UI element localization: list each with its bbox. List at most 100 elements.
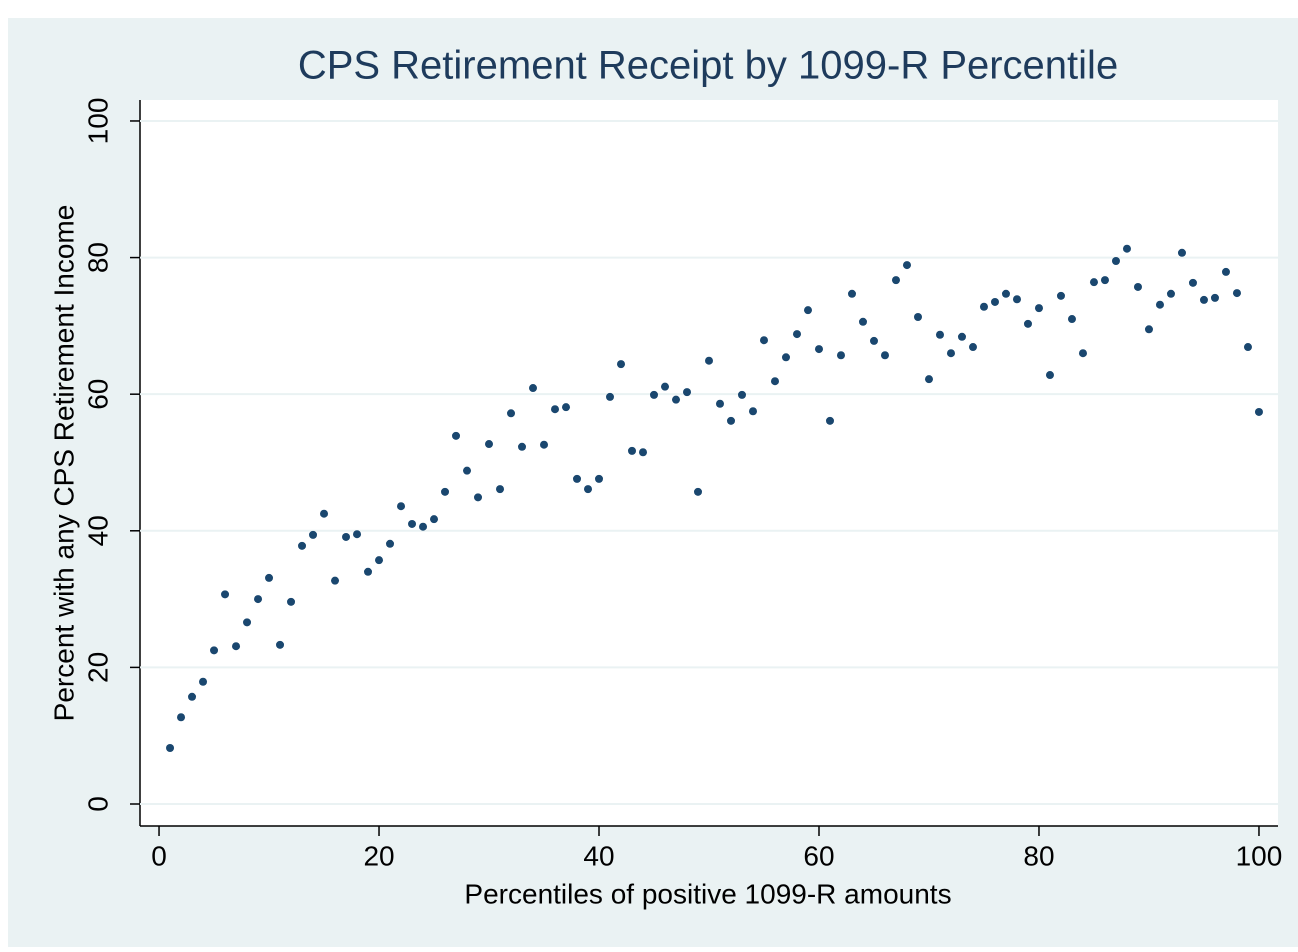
plot-area <box>140 100 1278 826</box>
point <box>1100 276 1109 285</box>
point <box>595 474 604 483</box>
x-tick-label: 80 <box>1023 840 1054 871</box>
y-tick-label: 40 <box>82 515 113 546</box>
point <box>891 276 900 285</box>
point <box>650 390 659 399</box>
x-tick-label: 60 <box>803 840 834 871</box>
point <box>1056 291 1065 300</box>
chart-title: CPS Retirement Receipt by 1099-R Percent… <box>298 44 1118 88</box>
point <box>529 384 538 393</box>
point <box>1210 293 1219 302</box>
point <box>364 567 373 576</box>
point <box>990 297 999 306</box>
point <box>880 351 889 360</box>
x-tick-label: 20 <box>363 840 394 871</box>
point <box>1232 289 1241 298</box>
x-tick-label: 40 <box>583 840 614 871</box>
point <box>935 330 944 339</box>
point <box>232 642 241 651</box>
point <box>188 692 197 701</box>
point <box>320 509 329 518</box>
point <box>836 351 845 360</box>
point <box>353 530 362 539</box>
point <box>1188 278 1197 287</box>
point <box>792 330 801 339</box>
point <box>803 306 812 315</box>
point <box>441 487 450 496</box>
point <box>726 416 735 425</box>
point <box>287 597 296 606</box>
point <box>957 332 966 341</box>
point <box>375 556 384 565</box>
point <box>221 590 230 599</box>
point <box>342 532 351 541</box>
y-tick-label: 80 <box>82 242 113 273</box>
point <box>518 442 527 451</box>
point <box>298 541 307 550</box>
point <box>715 399 724 408</box>
point <box>825 416 834 425</box>
point <box>639 448 648 457</box>
point <box>781 353 790 362</box>
point <box>166 743 175 752</box>
point <box>748 407 757 416</box>
point <box>858 317 867 326</box>
point <box>463 466 472 475</box>
point <box>869 336 878 345</box>
point <box>1012 295 1021 304</box>
point <box>1166 289 1175 298</box>
point <box>814 345 823 354</box>
point <box>672 395 681 404</box>
point <box>485 440 494 449</box>
point <box>276 640 285 649</box>
x-tick-label: 100 <box>1236 840 1283 871</box>
y-tick-label: 20 <box>82 652 113 683</box>
point <box>968 343 977 352</box>
point <box>1023 319 1032 328</box>
point <box>331 576 340 585</box>
point <box>1078 349 1087 358</box>
point <box>1254 407 1263 416</box>
point <box>1045 371 1054 380</box>
point <box>1001 289 1010 298</box>
point <box>551 405 560 414</box>
point <box>737 390 746 399</box>
point <box>606 392 615 401</box>
point <box>430 515 439 524</box>
point <box>408 519 417 528</box>
point <box>210 646 219 655</box>
point <box>199 677 208 686</box>
point <box>562 403 571 412</box>
x-axis-label: Percentiles of positive 1099-R amounts <box>464 878 951 909</box>
point <box>265 573 274 582</box>
point <box>1177 248 1186 257</box>
point <box>628 446 637 455</box>
x-tick-label: 0 <box>151 840 167 871</box>
point <box>573 474 582 483</box>
y-tick-label: 0 <box>82 796 113 812</box>
y-axis-label: Percent with any CPS Retirement Income <box>48 205 79 722</box>
point <box>474 493 483 502</box>
point <box>902 261 911 270</box>
point <box>847 289 856 298</box>
point <box>496 485 505 494</box>
y-tick-label: 60 <box>82 379 113 410</box>
y-tick-label: 100 <box>82 98 113 145</box>
point <box>540 440 549 449</box>
point <box>386 539 395 548</box>
point <box>1133 282 1142 291</box>
point <box>661 382 670 391</box>
point <box>759 336 768 345</box>
point <box>770 377 779 386</box>
point <box>1221 267 1230 276</box>
point <box>254 595 263 604</box>
point <box>419 522 428 531</box>
point <box>452 431 461 440</box>
point <box>1089 278 1098 287</box>
point <box>243 618 252 627</box>
point <box>1067 315 1076 324</box>
point <box>694 487 703 496</box>
point <box>705 356 713 365</box>
point <box>1144 325 1153 334</box>
point <box>1034 304 1043 313</box>
